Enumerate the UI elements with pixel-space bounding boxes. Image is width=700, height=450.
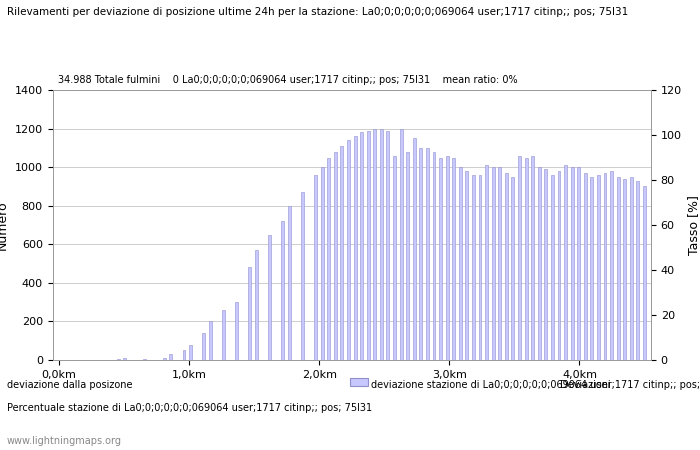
Bar [347, 140, 350, 360]
Bar [334, 152, 337, 360]
Bar [360, 132, 363, 360]
Bar [301, 192, 304, 360]
Bar [340, 146, 343, 360]
Bar [479, 175, 482, 360]
Bar [143, 359, 146, 360]
Bar [578, 167, 580, 360]
Bar [433, 152, 435, 360]
Text: Deviazioni: Deviazioni [560, 380, 610, 390]
Bar [458, 167, 462, 360]
Bar [268, 234, 271, 360]
Bar [452, 158, 455, 360]
Bar [610, 171, 613, 360]
Bar [367, 130, 370, 360]
Bar [643, 186, 646, 360]
Bar [557, 171, 561, 360]
Bar [321, 167, 323, 360]
Bar [235, 302, 238, 360]
Bar [202, 333, 205, 360]
Bar [373, 129, 376, 360]
Bar [570, 167, 573, 360]
Bar [472, 175, 475, 360]
Bar [466, 171, 468, 360]
Bar [603, 173, 606, 360]
Bar [183, 351, 186, 360]
Text: Rilevamenti per deviazione di posizione ultime 24h per la stazione: La0;0;0;0;0;: Rilevamenti per deviazione di posizione … [7, 7, 629, 17]
Bar [584, 173, 587, 360]
Bar [255, 250, 258, 360]
Bar [538, 167, 540, 360]
Text: www.lightningmaps.org: www.lightningmaps.org [7, 436, 122, 446]
Y-axis label: Tasso [%]: Tasso [%] [687, 195, 700, 255]
Bar [419, 148, 422, 360]
Bar [518, 156, 521, 360]
Bar [222, 310, 225, 360]
Bar [426, 148, 429, 360]
Bar [393, 156, 396, 360]
Bar [400, 129, 402, 360]
Bar [617, 177, 620, 360]
Bar [288, 206, 290, 360]
Bar [439, 158, 442, 360]
Bar [117, 359, 120, 360]
Bar [531, 156, 534, 360]
Bar [189, 345, 192, 360]
Bar [248, 267, 251, 360]
Bar [413, 138, 416, 360]
Bar [380, 129, 383, 360]
Bar [281, 221, 284, 360]
Text: Percentuale stazione di La0;0;0;0;0;0;069064 user;1717 citinp;; pos; 75l31: Percentuale stazione di La0;0;0;0;0;0;06… [7, 403, 372, 413]
Bar [630, 177, 633, 360]
Bar [491, 167, 495, 360]
Bar [209, 321, 212, 360]
Bar [623, 179, 626, 360]
Bar [485, 165, 488, 360]
Bar [524, 158, 528, 360]
Bar [505, 173, 508, 360]
Bar [314, 175, 317, 360]
Bar [545, 169, 547, 360]
Text: 34.988 Totale fulmini    0 La0;0;0;0;0;0;069064 user;1717 citinp;; pos; 75l31   : 34.988 Totale fulmini 0 La0;0;0;0;0;0;06… [59, 75, 518, 85]
Bar [328, 158, 330, 360]
Bar [551, 175, 554, 360]
Bar [386, 130, 389, 360]
Bar [597, 175, 600, 360]
Bar [123, 359, 126, 360]
Bar [564, 165, 567, 360]
Bar [169, 354, 172, 360]
Bar [406, 152, 409, 360]
Text: deviazione stazione di La0;0;0;0;0;0;069064 user;1717 citinp;; pos;: deviazione stazione di La0;0;0;0;0;0;069… [371, 380, 700, 390]
Bar [636, 180, 639, 360]
Y-axis label: Numero: Numero [0, 200, 9, 250]
Text: deviazione dalla posizone: deviazione dalla posizone [7, 380, 132, 390]
Bar [512, 177, 514, 360]
Bar [590, 177, 594, 360]
Bar [163, 358, 166, 360]
Bar [498, 167, 501, 360]
Bar [354, 136, 356, 360]
Bar [446, 156, 449, 360]
